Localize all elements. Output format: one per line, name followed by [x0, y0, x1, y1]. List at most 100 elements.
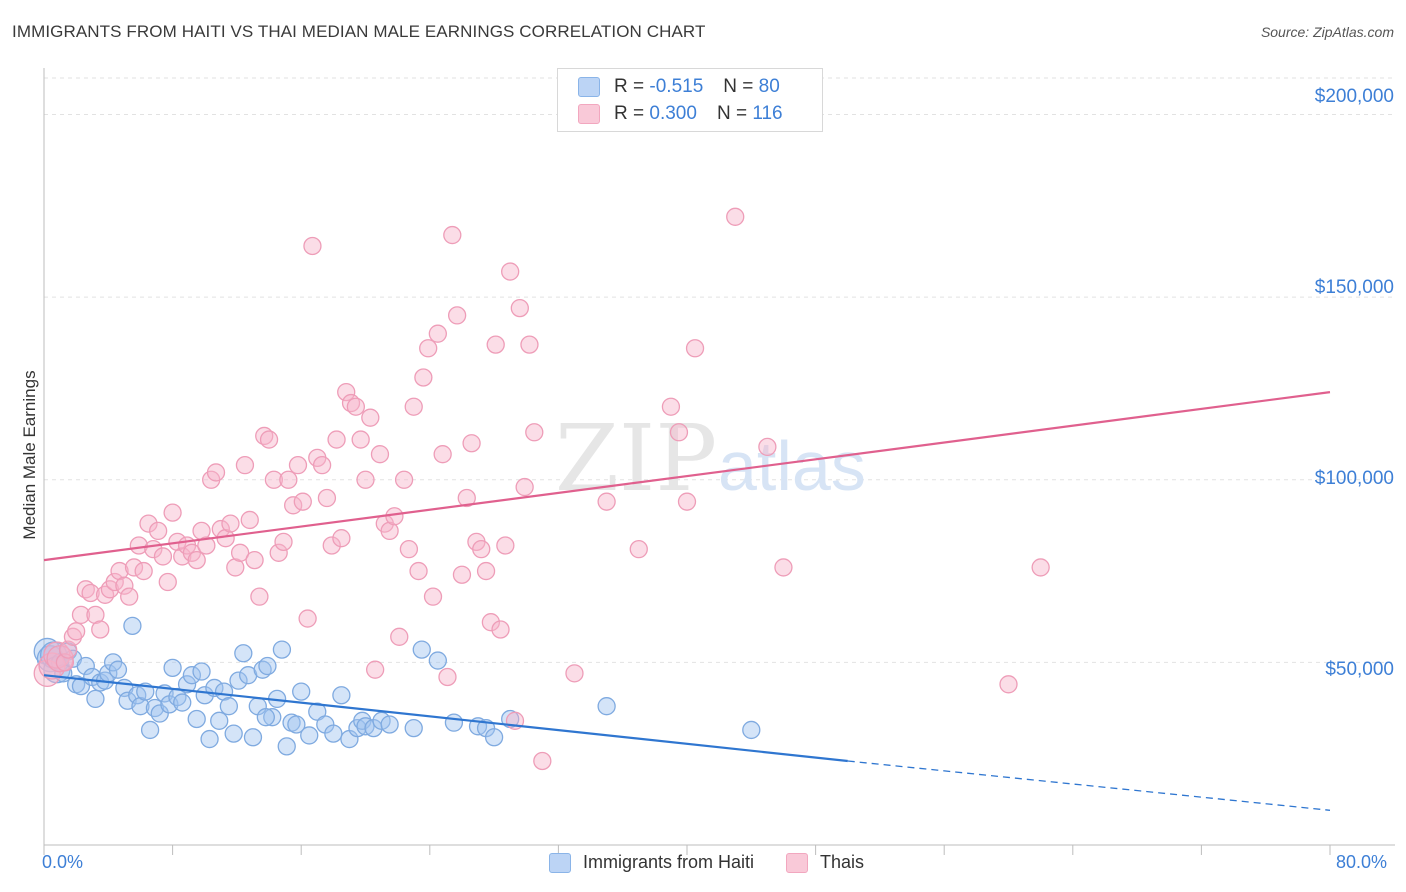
haiti-point [428, 651, 447, 670]
haiti-point [187, 709, 206, 729]
haiti-point [243, 728, 263, 747]
thai-point [438, 667, 457, 687]
thai-point [447, 306, 467, 325]
thai-swatch [786, 852, 809, 873]
thai-point [332, 529, 351, 548]
thai-point [173, 547, 192, 566]
thai-trend-line [43, 391, 1331, 562]
haiti-point [287, 715, 306, 734]
thai-point [38, 652, 66, 680]
haiti-point [131, 697, 150, 716]
thai-point [758, 437, 777, 457]
thai-point [669, 423, 689, 442]
thai-point [86, 605, 105, 625]
haiti-point [140, 720, 160, 740]
thai-point [197, 536, 216, 555]
thai-point [999, 675, 1018, 694]
thai-point [1031, 558, 1050, 577]
thai-point [394, 470, 414, 489]
haiti-point [444, 713, 464, 732]
thai-point [163, 503, 182, 522]
r-label: R = [614, 103, 645, 124]
thai-point [95, 585, 115, 604]
thai-point [409, 561, 428, 581]
thai-point [226, 558, 245, 577]
legend-item-thai: Thais [786, 852, 864, 873]
haiti-point [353, 711, 372, 730]
thai-point [259, 430, 279, 449]
thai-point [629, 540, 648, 559]
thai-point [134, 561, 153, 581]
thai-swatch [578, 104, 600, 124]
thai-point [288, 456, 308, 475]
thai-point [457, 488, 476, 508]
haiti-point [86, 689, 105, 709]
thai-point [597, 492, 616, 511]
thai-point [399, 540, 419, 559]
thai-point [452, 565, 472, 584]
chart-title: IMMIGRANTS FROM HAITI VS THAI MEDIAN MAL… [12, 22, 706, 41]
thai-point [240, 510, 259, 530]
thai-point [433, 445, 452, 464]
y-tick-label: $200,000 [1314, 86, 1394, 107]
watermark-atlas-logo: atlas [718, 427, 866, 505]
haiti-point [597, 697, 616, 716]
thai-point [428, 324, 447, 343]
y-tick-label: $50,000 [1325, 659, 1394, 680]
haiti-point [292, 682, 311, 701]
thai-point [298, 609, 317, 628]
n-value: 116 [752, 103, 783, 124]
haiti-point [173, 693, 192, 712]
haiti-point [200, 729, 219, 749]
legend-item-haiti: Immigrants from Haiti [549, 852, 754, 873]
thai-point [351, 430, 370, 449]
n-label: N = [716, 103, 748, 124]
thai-point [361, 408, 380, 427]
thai-point [206, 463, 226, 482]
thai-point [303, 236, 322, 256]
legend-row-haiti: R = -0.515 N = 80 [578, 75, 780, 99]
thai-point [510, 298, 529, 318]
thai-point [269, 543, 288, 562]
haiti-point [272, 640, 292, 659]
thai-point [158, 572, 177, 592]
thai-point [443, 225, 462, 245]
r-label: R = [614, 76, 645, 97]
thai-point [71, 605, 91, 625]
thai-point [533, 751, 552, 771]
thai-point [279, 470, 298, 489]
haiti-point [332, 686, 351, 705]
legend-label: Immigrants from Haiti [583, 852, 755, 872]
thai-point [81, 583, 100, 603]
haiti-point [177, 675, 197, 694]
haiti-point [192, 662, 211, 681]
thai-point [317, 488, 337, 508]
haiti-point [219, 697, 239, 716]
thai-point [148, 521, 168, 541]
thai-point [404, 397, 423, 416]
thai-point [419, 339, 438, 358]
thai-point [250, 587, 269, 606]
n-label: N = [723, 76, 754, 97]
r-value: -0.515 [649, 76, 704, 97]
haiti-point [108, 660, 128, 679]
thai-point [774, 558, 793, 577]
thai-point [230, 543, 250, 562]
haiti-point [182, 666, 202, 685]
thai-point [491, 620, 510, 639]
thai-point [486, 335, 505, 354]
haiti-point [258, 656, 277, 676]
thai-point [685, 339, 705, 358]
haiti-point [404, 718, 423, 738]
thai-point [520, 335, 539, 354]
thai-point [501, 262, 520, 281]
n-value: 80 [758, 76, 780, 97]
haiti-swatch [549, 852, 571, 873]
haiti-point [300, 726, 319, 745]
series-legend: Immigrants from Haiti Thais [549, 852, 896, 873]
haiti-point [380, 715, 399, 734]
thai-point [370, 445, 390, 464]
haiti-point [234, 644, 253, 663]
thai-point [139, 514, 158, 533]
